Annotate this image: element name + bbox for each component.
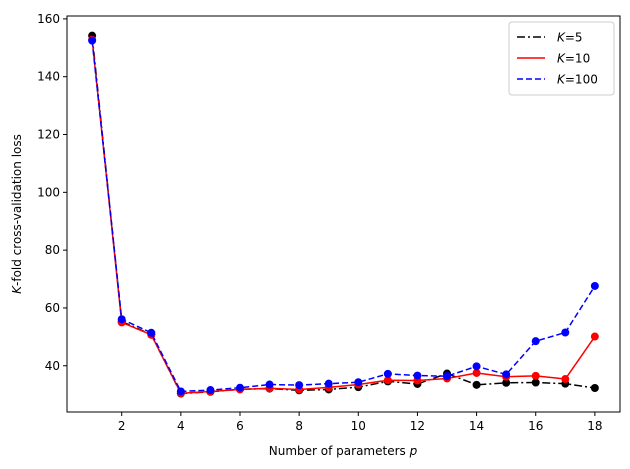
ticks-layer: 2 4 6 8 10 12 14 16 18 40 60 80 100 120 140 160 [37, 12, 602, 433]
data-point [531, 371, 540, 380]
x-tick-label: 10 [351, 419, 366, 433]
data-point [413, 371, 422, 380]
data-point [88, 36, 97, 45]
data-point [443, 372, 452, 381]
y-tick-label: 80 [45, 243, 60, 257]
y-tick-label: 100 [37, 185, 60, 199]
series-line [91, 39, 596, 394]
data-point [383, 376, 392, 385]
data-point [147, 328, 156, 337]
data-point [590, 281, 599, 290]
legend-label: K=10 [557, 52, 590, 66]
plot-layer [88, 31, 599, 398]
legend-entry: K=100 [517, 73, 598, 87]
x-tick-label: 6 [236, 419, 244, 433]
axes-frame [66, 15, 621, 413]
data-point [383, 369, 392, 378]
y-tick-label: 140 [37, 70, 60, 84]
x-tick-label: 2 [118, 419, 126, 433]
data-point [531, 378, 540, 387]
legend: K=5 K=10 K=100 [508, 21, 615, 96]
data-point [472, 368, 481, 377]
series-line [91, 40, 596, 393]
y-tick-label: 60 [45, 301, 60, 315]
data-point [502, 370, 511, 379]
legend-label: K=5 [557, 31, 583, 45]
data-point [502, 378, 511, 387]
data-point [561, 375, 570, 384]
data-point [590, 332, 599, 341]
data-point [590, 384, 599, 393]
legend-entry: K=5 [517, 31, 583, 45]
x-tick-label: 14 [469, 419, 484, 433]
x-tick-label: 16 [528, 419, 543, 433]
data-point [265, 380, 274, 389]
x-tick-label: 18 [587, 419, 602, 433]
legend-entries: K=5 K=10 K=100 [517, 31, 598, 87]
data-point [531, 337, 540, 346]
data-point [354, 378, 363, 387]
data-point [472, 380, 481, 389]
data-point [324, 379, 333, 388]
data-point [176, 387, 185, 396]
x-tick-label: 4 [177, 419, 185, 433]
data-point [561, 328, 570, 337]
x-tick-label: 12 [410, 419, 425, 433]
legend-entry: K=10 [517, 52, 590, 66]
data-point [472, 362, 481, 371]
series-2 [88, 36, 599, 396]
legend-box [508, 21, 615, 96]
data-point [235, 383, 244, 392]
data-point [117, 315, 126, 324]
y-tick-label: 40 [45, 359, 60, 373]
data-point [206, 386, 215, 395]
legend-label: K=100 [557, 73, 598, 87]
y-axis-label: K-fold cross-validation loss [10, 134, 24, 294]
x-axis-label: Number of parameters p [269, 444, 418, 458]
y-tick-label: 120 [37, 128, 60, 142]
x-tick-label: 8 [295, 419, 303, 433]
y-tick-label: 160 [37, 12, 60, 26]
data-point [295, 381, 304, 390]
